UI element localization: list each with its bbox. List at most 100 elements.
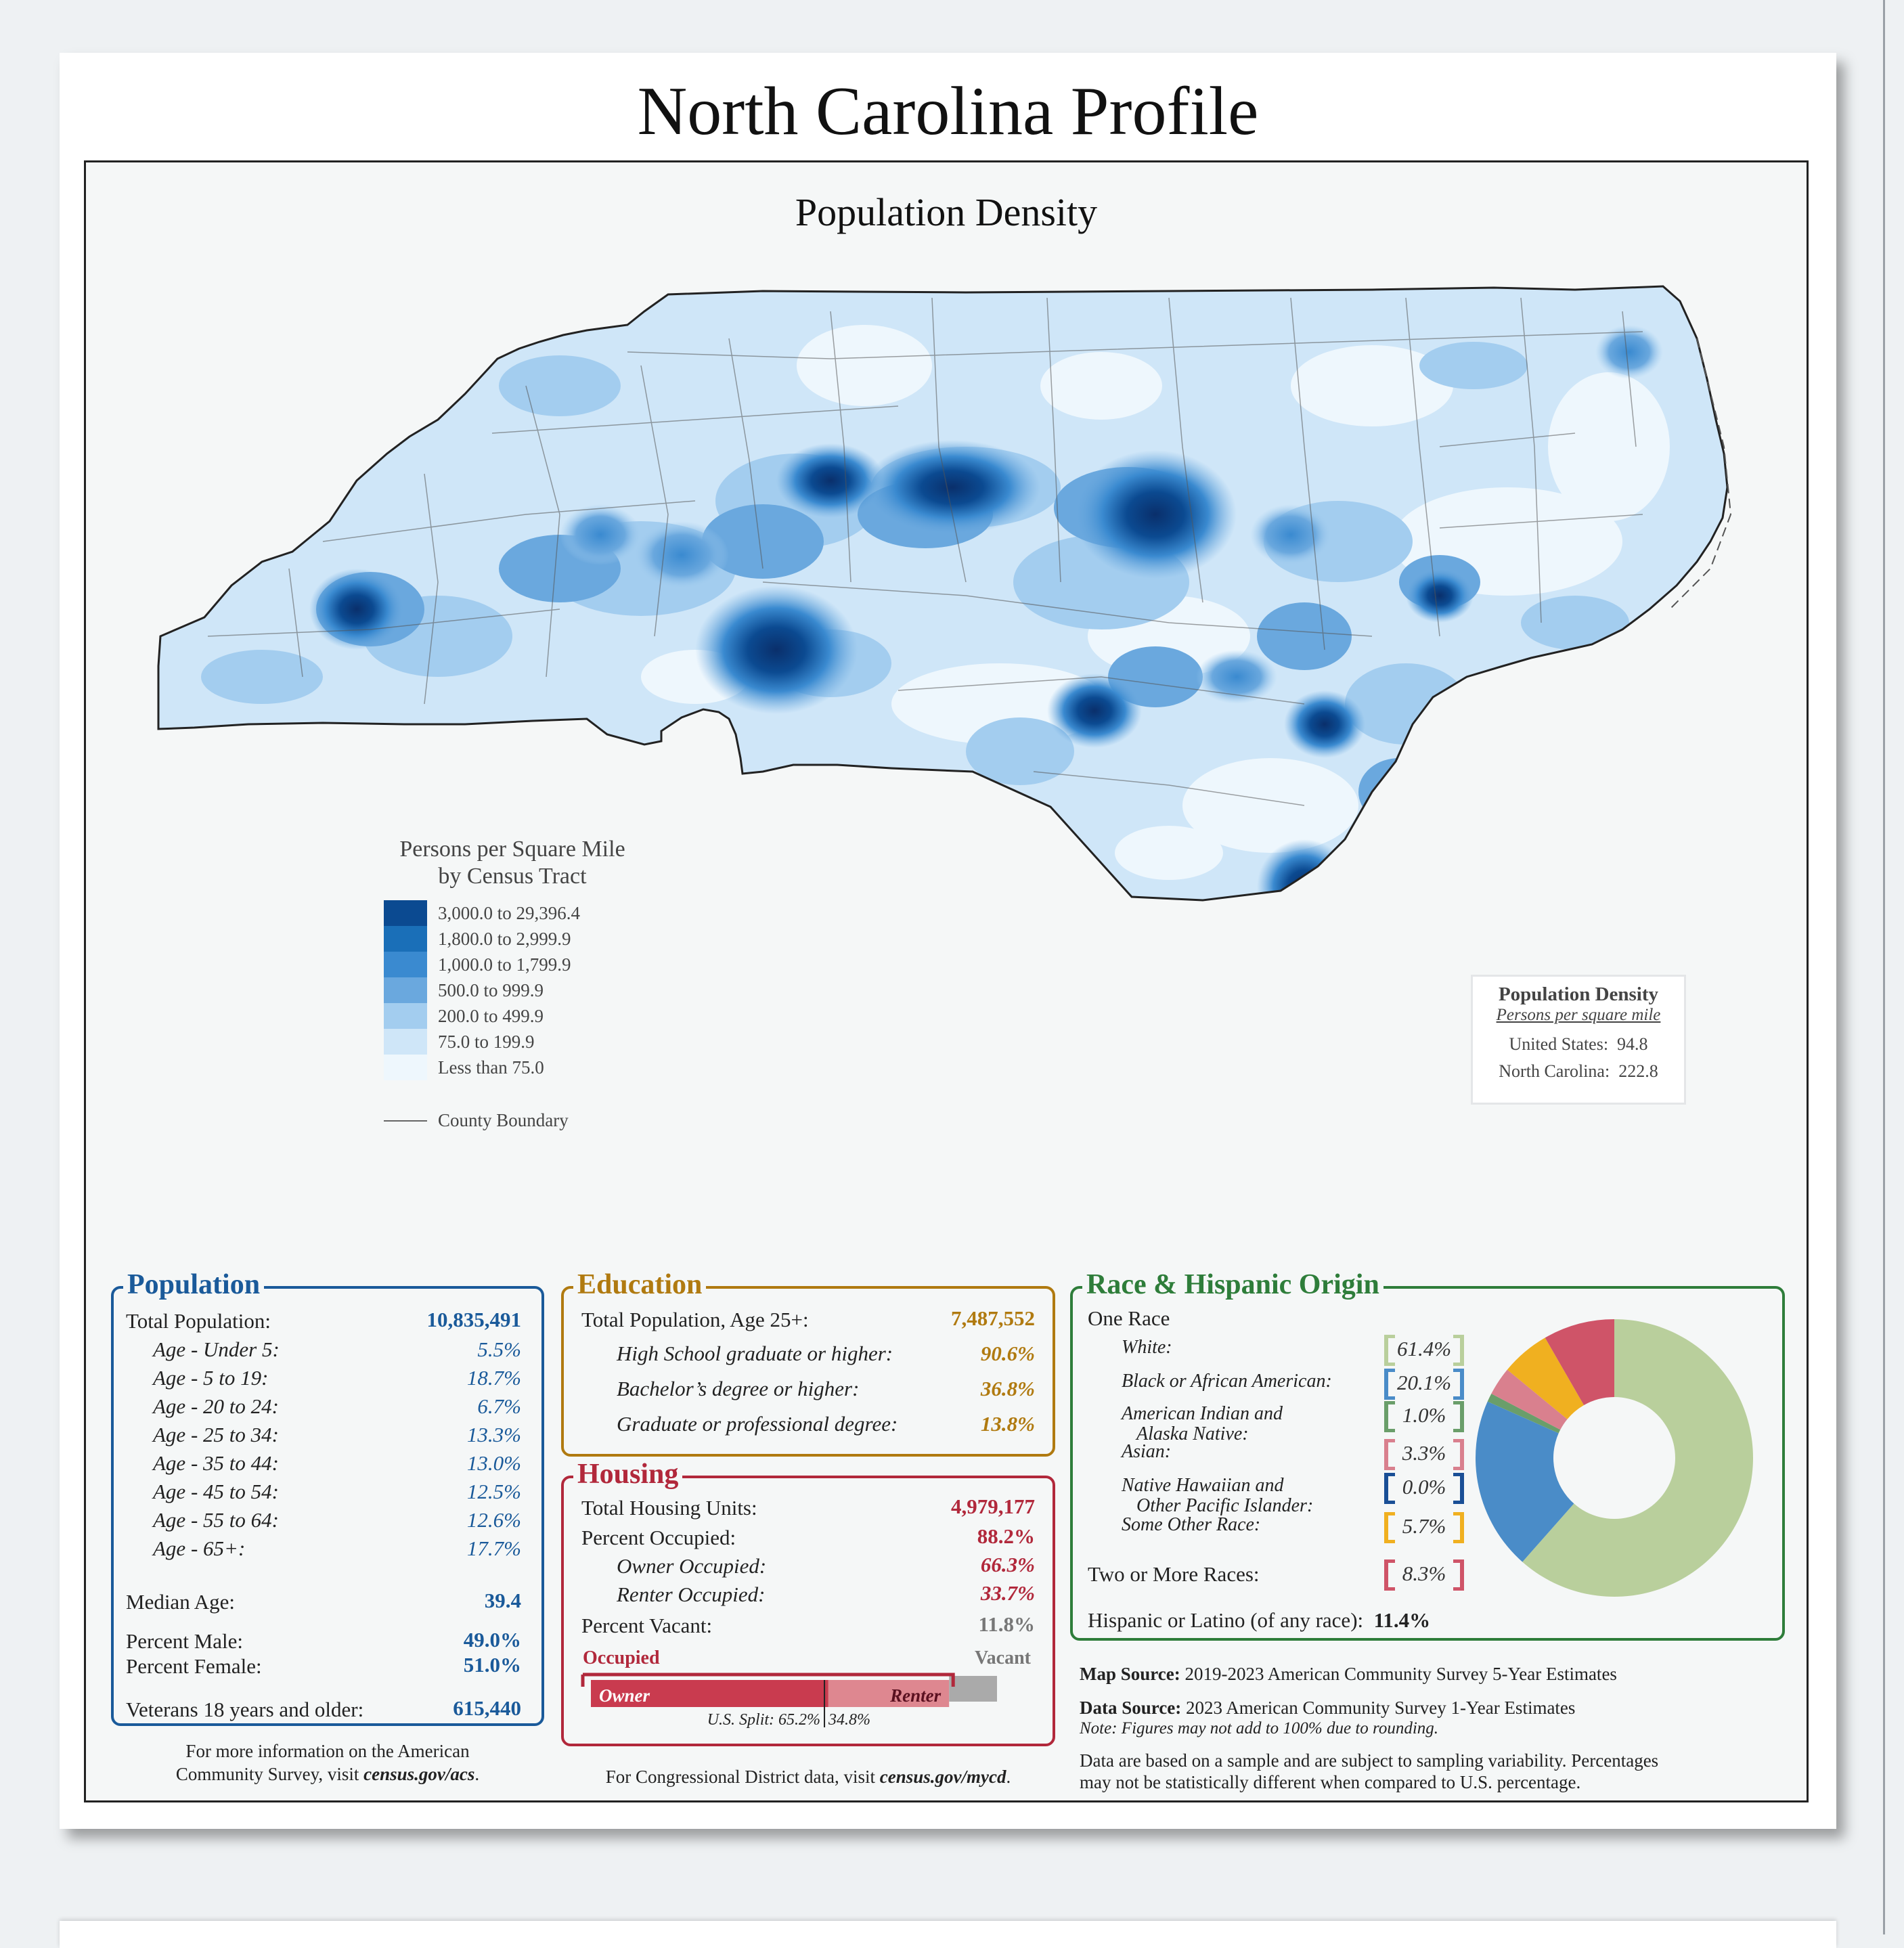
legend-title: Persons per Square Mile by Census Tract: [377, 836, 648, 890]
map-title: Population Density: [795, 190, 1098, 234]
bracket-tick: [1384, 1369, 1395, 1372]
bracket-tick: [1453, 1540, 1464, 1543]
renter-occupied-label: Renter Occupied:: [617, 1582, 766, 1606]
race-row-label: Native Hawaiian and Other Pacific Islande…: [1122, 1476, 1313, 1516]
bar-owner-label: Owner: [599, 1685, 650, 1706]
race-value-bracket: 20.1%: [1384, 1369, 1464, 1400]
percent-male-label: Percent Male:: [126, 1629, 244, 1653]
legend-row: 1,000.0 to 1,799.9: [384, 952, 571, 977]
age-label: Age - 55 to 64:: [153, 1508, 279, 1532]
bracket-tick: [1384, 1473, 1395, 1476]
race-value: 20.1%: [1396, 1371, 1452, 1394]
bracket-tick: [1384, 1335, 1395, 1338]
legend-swatch: [384, 926, 427, 952]
race-value-bracket: 61.4%: [1384, 1335, 1464, 1366]
legend-swatch: [384, 900, 427, 926]
age-label: Age - 20 to 24:: [153, 1394, 279, 1418]
bracket-tick: [1453, 1559, 1464, 1563]
bracket-tick: [1453, 1396, 1464, 1400]
race-donut-chart: [1476, 1319, 1753, 1597]
race-label-line1: White:: [1122, 1337, 1172, 1358]
population-title: Population: [123, 1268, 265, 1301]
race-value: 1.0%: [1402, 1403, 1446, 1427]
acs-link[interactable]: census.gov/acs: [363, 1764, 475, 1784]
race-row-label: American Indian and Alaska Native:: [1122, 1404, 1283, 1444]
owner-occupied-label: Owner Occupied:: [617, 1554, 767, 1578]
veterans-value: 615,440: [453, 1696, 521, 1720]
race-value-bracket: 0.0%: [1384, 1473, 1464, 1504]
cd-info: For Congressional District data, visit c…: [605, 1767, 1011, 1787]
race-title: Race & Hispanic Origin: [1082, 1268, 1383, 1301]
density-box-subtitle: Persons per square mile: [1496, 1006, 1661, 1024]
bar-vacant-label: Vacant: [975, 1647, 1032, 1668]
bracket-tick: [1384, 1512, 1395, 1515]
race-value: 61.4%: [1396, 1337, 1452, 1360]
bar-renter-label: Renter: [889, 1685, 941, 1706]
renter-occupied-value: 33.7%: [980, 1581, 1035, 1605]
race-row-label: Some Other Race:: [1122, 1515, 1260, 1535]
education-row-value: 13.8%: [980, 1412, 1035, 1436]
education-row-value: 36.8%: [980, 1377, 1035, 1400]
age-value: 18.7%: [466, 1366, 521, 1390]
race-value: 3.3%: [1402, 1441, 1446, 1465]
education-row-label: Graduate or professional degree:: [617, 1412, 898, 1436]
race-value-bracket: 1.0%: [1384, 1401, 1464, 1432]
bracket-tick: [1453, 1369, 1464, 1372]
housing-title: Housing: [573, 1458, 683, 1490]
education-panel: Education Total Population, Age 25+: 7,4…: [561, 1268, 1055, 1457]
bracket-tick: [1384, 1559, 1395, 1563]
bracket-tick: [1453, 1439, 1464, 1442]
next-page-edge: [60, 1921, 1836, 1948]
legend-row: Less than 75.0: [384, 1055, 544, 1080]
legend-label: 75.0 to 199.9: [438, 1031, 535, 1052]
legend-row: 75.0 to 199.9: [384, 1029, 535, 1055]
percent-male-value: 49.0%: [463, 1628, 521, 1652]
age-value: 12.5%: [466, 1480, 521, 1503]
bracket-tick: [1384, 1439, 1395, 1442]
profile-frame: Population Density: [84, 160, 1809, 1802]
age-label: Age - Under 5:: [153, 1337, 280, 1361]
bracket-tick: [1384, 1501, 1395, 1504]
median-age-label: Median Age:: [126, 1590, 235, 1614]
data-source: Data Source: 2023 American Community Sur…: [1080, 1698, 1576, 1718]
us-split-label: U.S. Split: 65.2%: [707, 1711, 820, 1729]
acs-info-line1: For more information on the American: [185, 1741, 470, 1761]
two-more-bracket: 8.3%: [1384, 1559, 1464, 1591]
bracket-tick: [1453, 1363, 1464, 1366]
age-label: Age - 65+:: [153, 1536, 246, 1560]
race-row-label: Black or African American:: [1122, 1371, 1332, 1392]
age-label: Age - 45 to 54:: [153, 1480, 279, 1503]
legend-swatch: [384, 1055, 427, 1080]
legend-label: 500.0 to 999.9: [438, 979, 544, 1000]
scrollbar[interactable]: [1883, 0, 1885, 1934]
housing-bar-chart: Occupied Vacant Owner Renter U.S. Split: 65.…: [581, 1647, 1032, 1729]
race-label-line1: Asian:: [1122, 1441, 1172, 1462]
race-label-line1: Native Hawaiian and: [1122, 1475, 1284, 1496]
age-label: Age - 35 to 44:: [153, 1451, 279, 1475]
total-population-value: 10,835,491: [426, 1308, 522, 1331]
bracket-tick: [1453, 1587, 1464, 1591]
age-value: 12.6%: [466, 1508, 521, 1532]
state-outline: [157, 285, 1729, 902]
median-age-value: 39.4: [484, 1589, 521, 1612]
age-value: 6.7%: [477, 1394, 521, 1418]
bracket-tick: [1384, 1540, 1395, 1543]
occupied-bracket: [581, 1673, 955, 1687]
page-title: North Carolina Profile: [637, 73, 1259, 150]
donut-slice: [1491, 1369, 1568, 1430]
race-value: 0.0%: [1402, 1475, 1446, 1499]
education-row-value: 90.6%: [980, 1342, 1035, 1365]
bracket-tick: [1453, 1335, 1464, 1338]
cd-link[interactable]: census.gov/mycd: [879, 1767, 1006, 1787]
legend-swatch: [384, 1029, 427, 1055]
education-title: Education: [573, 1268, 707, 1301]
age-value: 5.5%: [477, 1337, 521, 1361]
race-value-bracket: 3.3%: [1384, 1439, 1464, 1470]
education-row-label: Bachelor’s degree or higher:: [617, 1377, 860, 1400]
age-value: 13.0%: [466, 1451, 521, 1475]
veterans-label: Veterans 18 years and older:: [126, 1698, 364, 1721]
race-value-bracket: 5.7%: [1384, 1512, 1464, 1543]
county-boundary-label: County Boundary: [438, 1110, 569, 1130]
race-label-line1: Some Other Race:: [1122, 1514, 1261, 1535]
bracket-tick: [1384, 1363, 1395, 1366]
